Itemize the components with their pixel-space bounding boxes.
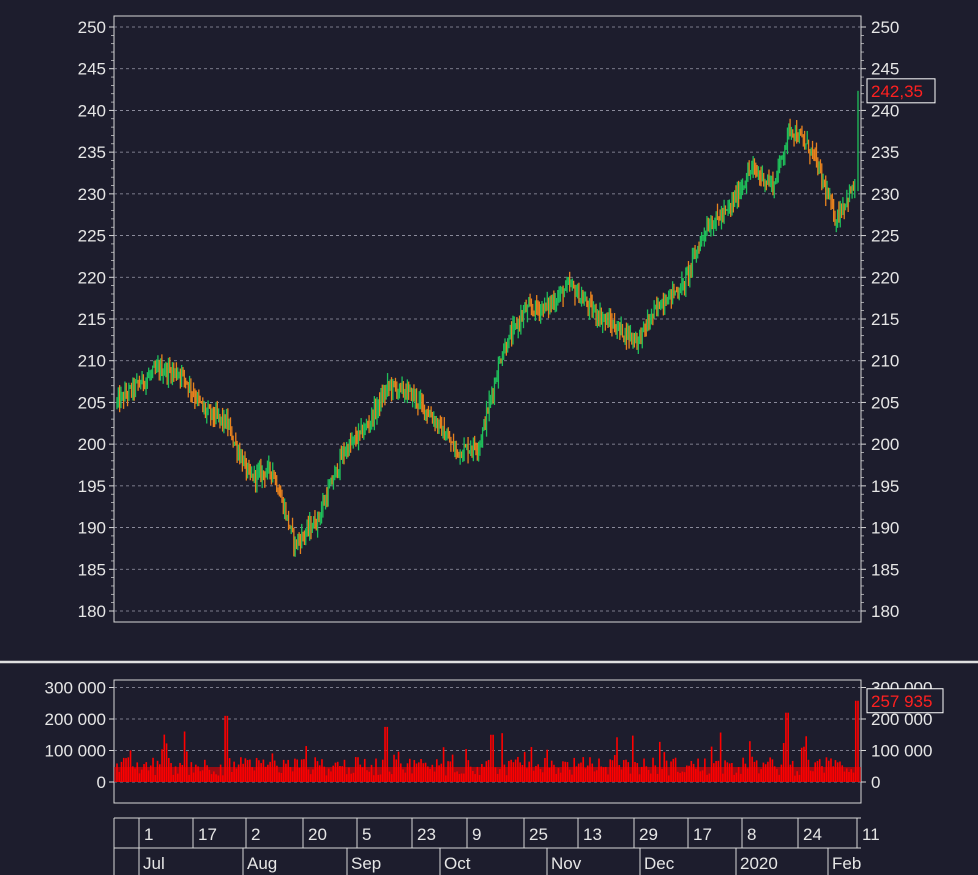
- price-panel[interactable]: 250 250 245 245 240 240 235 235 230 230 225 225 220 2…: [78, 15, 936, 623]
- month-tick-label: Jul: [143, 854, 165, 873]
- volume-tick-label-left: 100 000: [45, 742, 106, 761]
- day-tick-label: 9: [472, 825, 481, 844]
- month-tick-label: Nov: [551, 854, 582, 873]
- price-tick-label-right: 180: [871, 602, 899, 621]
- month-tick-label: Oct: [444, 854, 471, 873]
- price-tick-label-right: 210: [871, 352, 899, 371]
- last-price-box: [866, 78, 936, 104]
- day-tick-label: 5: [362, 825, 371, 844]
- volume-tick-label-left: 200 000: [45, 710, 106, 729]
- price-tick-label-left: 230: [78, 185, 106, 204]
- price-tick-label-right: 240: [871, 101, 899, 120]
- price-tick-label-left: 245: [78, 60, 106, 79]
- price-tick-label-right: 230: [871, 185, 899, 204]
- price-tick-label-right: 220: [871, 268, 899, 287]
- price-tick-label-left: 195: [78, 477, 106, 496]
- day-tick-label: 17: [693, 825, 712, 844]
- candle-series: [116, 90, 859, 557]
- day-tick-label: 20: [308, 825, 327, 844]
- price-tick-label-left: 235: [78, 143, 106, 162]
- volume-tick-label-right: 100 000: [871, 742, 932, 761]
- volume-base-band: [114, 767, 861, 782]
- price-tick-label-left: 190: [78, 519, 106, 538]
- price-tick-label-left: 180: [78, 602, 106, 621]
- volume-tick-label-left: 300 000: [45, 679, 106, 698]
- price-tick-label-right: 195: [871, 477, 899, 496]
- volume-tick-label-left: 0: [97, 773, 106, 792]
- month-tick-label: 2020: [740, 854, 778, 873]
- day-tick-label: 2: [251, 825, 260, 844]
- month-tick-label: Aug: [247, 854, 277, 873]
- day-tick-label: 11: [862, 825, 880, 844]
- day-tick-label: 8: [747, 825, 756, 844]
- price-tick-label-right: 205: [871, 393, 899, 412]
- day-tick-label: 24: [803, 825, 822, 844]
- price-tick-label-left: 240: [78, 101, 106, 120]
- month-tick-label: Dec: [644, 854, 675, 873]
- price-tick-label-right: 235: [871, 143, 899, 162]
- day-tick-label: 13: [583, 825, 602, 844]
- price-tick-label-left: 215: [78, 310, 106, 329]
- price-tick-label-right: 185: [871, 560, 899, 579]
- price-tick-label-left: 225: [78, 227, 106, 246]
- day-tick-label: 1: [144, 825, 153, 844]
- date-axis: 1 17 2 20 5 23 9 25 13 29 17 8 24 11 Jul Aug Sep Oct Nov De…: [113, 817, 880, 875]
- price-tick-label-left: 200: [78, 435, 106, 454]
- volume-plot-frame: [113, 679, 862, 804]
- day-tick-label: 29: [639, 825, 658, 844]
- last-volume-box: [866, 688, 944, 714]
- price-tick-label-left: 185: [78, 560, 106, 579]
- price-tick-label-right: 245: [871, 60, 899, 79]
- price-tick-label-right: 225: [871, 227, 899, 246]
- month-tick-label: Feb: [832, 854, 861, 873]
- day-tick-label: 23: [417, 825, 436, 844]
- price-tick-label-right: 250: [871, 18, 899, 37]
- last-volume-label: 257 935: [871, 692, 932, 711]
- price-tick-label-left: 220: [78, 268, 106, 287]
- last-price-label: 242,35: [871, 82, 923, 101]
- day-tick-label: 17: [198, 825, 217, 844]
- day-tick-label: 25: [529, 825, 548, 844]
- volume-tick-label-right: 200 000: [871, 710, 932, 729]
- price-tick-label-left: 210: [78, 352, 106, 371]
- price-tick-label-right: 200: [871, 435, 899, 454]
- month-tick-label: Sep: [351, 854, 381, 873]
- price-tick-label-right: 190: [871, 519, 899, 538]
- volume-tick-label-right: 0: [871, 773, 880, 792]
- price-tick-label-right: 215: [871, 310, 899, 329]
- price-tick-label-left: 205: [78, 393, 106, 412]
- volume-bars: [114, 700, 861, 782]
- price-tick-label-left: 250: [78, 18, 106, 37]
